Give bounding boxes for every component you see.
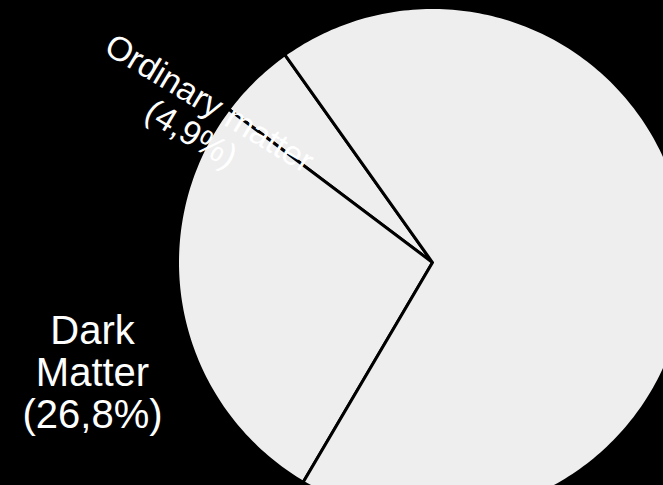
svg-text:Ordinary matter(4,9%): Ordinary matter(4,9%) [81,26,321,211]
svg-text:DarkMatter(26,8%): DarkMatter(26,8%) [22,308,162,436]
